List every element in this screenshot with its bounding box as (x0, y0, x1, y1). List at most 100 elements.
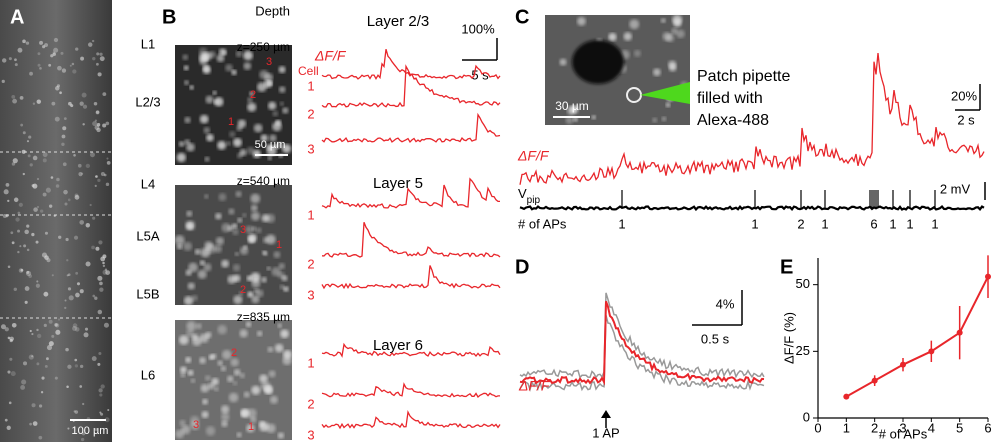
cell-body (608, 32, 617, 42)
heading: Cell (298, 64, 319, 78)
cell-body (215, 212, 222, 220)
cell-body (104, 268, 108, 271)
cell-body (81, 172, 84, 175)
cell-body (102, 269, 108, 275)
cell-body (21, 379, 27, 385)
cell-body (237, 217, 243, 223)
cell-body (28, 274, 32, 278)
cell-body (96, 52, 100, 56)
cell-body (250, 204, 258, 212)
cell-body (94, 427, 98, 431)
y-tick-label: 25 (796, 343, 810, 358)
cell-body (199, 260, 205, 266)
cell-body (203, 263, 212, 272)
cell-body (11, 241, 15, 245)
trace (321, 409, 501, 430)
cell-body (79, 289, 84, 294)
cell-body (65, 347, 69, 352)
cell-body (14, 58, 17, 62)
cell-body (46, 357, 49, 361)
cell-body (239, 372, 245, 379)
cell-body (70, 104, 74, 108)
cell-body (671, 27, 678, 35)
cell-body (231, 223, 238, 229)
cell-body (206, 243, 216, 254)
cell-body (256, 82, 267, 92)
cell-body (106, 157, 109, 160)
cell-body (665, 102, 671, 108)
cell-body (61, 134, 66, 139)
ap-count: 1 (821, 216, 828, 231)
cell-body (282, 107, 289, 114)
cell-body (82, 123, 85, 126)
cell-body (232, 264, 241, 272)
cell-body (20, 268, 24, 272)
cell-mark: 2 (250, 89, 256, 101)
cell-body (8, 401, 12, 405)
cell-body (40, 391, 44, 394)
cell-body (29, 71, 33, 76)
cell-body (216, 54, 225, 63)
cell-body (5, 183, 10, 187)
cell-body (273, 251, 281, 259)
cell-body (200, 384, 209, 393)
cell-body (183, 295, 194, 306)
cell-body (180, 372, 186, 378)
cell-body (205, 426, 216, 436)
signal-label: ΔF/F (518, 378, 551, 394)
cell-body (92, 56, 96, 61)
x-tick-label: 1 (843, 420, 850, 435)
cell-body (234, 252, 239, 257)
cell-body (19, 96, 24, 100)
cell-body (202, 65, 211, 74)
cell-body (22, 172, 25, 176)
cell-body (75, 271, 79, 275)
cell-body (28, 135, 32, 139)
cell-body (197, 269, 207, 279)
cell-body (7, 370, 11, 374)
cell-body (278, 262, 285, 270)
cell-body (85, 223, 91, 228)
cell-body (232, 137, 242, 147)
cell-body (31, 403, 36, 408)
cell-body (48, 204, 53, 208)
cell-body (96, 123, 101, 127)
cell-body (256, 227, 262, 234)
cell-body (72, 69, 77, 74)
cell-body (28, 354, 34, 360)
cell-body (29, 329, 32, 333)
cell-body (250, 211, 260, 221)
cell-body (58, 235, 62, 239)
cell-body (59, 91, 62, 95)
cell-body (64, 306, 67, 310)
cell-body (56, 177, 60, 182)
cell-body (89, 152, 95, 158)
cell-body (221, 412, 230, 422)
cell-body (96, 127, 101, 133)
cell-body (29, 422, 32, 426)
cell-body (218, 48, 227, 56)
layer-label: L4 (141, 176, 155, 191)
cell-body (263, 251, 268, 256)
cell-body (43, 323, 47, 327)
x-tick-label: 4 (928, 420, 935, 435)
cell-body (247, 236, 256, 244)
cell-body (25, 41, 30, 45)
cell-body (106, 161, 111, 165)
cell-body (13, 197, 19, 203)
cell-body (50, 54, 54, 58)
cell-body (20, 123, 24, 127)
cell-body (42, 158, 47, 163)
cell-body (32, 102, 36, 105)
cell-body (85, 163, 91, 169)
cell-body (201, 411, 209, 419)
cell-body (61, 68, 67, 73)
cell-body (98, 388, 103, 393)
layer-title: Layer 6 (373, 337, 423, 354)
data-point (985, 273, 991, 280)
cell-body (54, 323, 58, 327)
cell-body (264, 73, 274, 82)
cell-body (660, 18, 666, 23)
layer-label: L5B (136, 286, 159, 301)
